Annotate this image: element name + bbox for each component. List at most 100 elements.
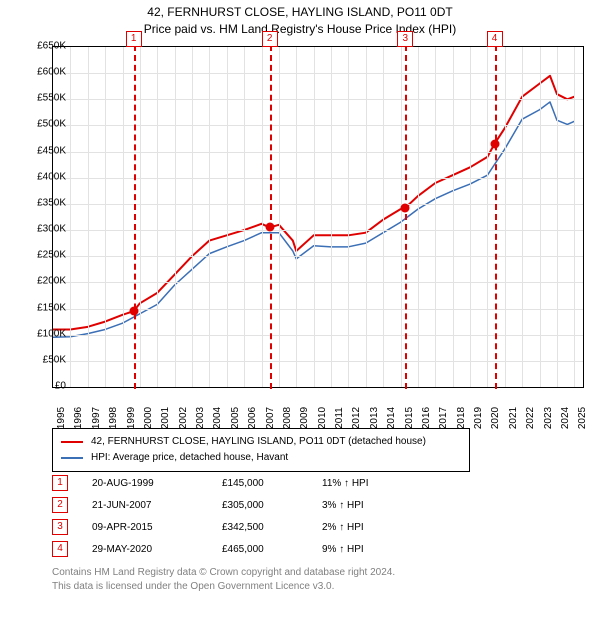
y-axis-label: £0 [55,381,66,392]
gridline-v [540,47,541,387]
gridline-v [522,47,523,387]
y-axis-label: £600K [37,67,66,78]
gridline-v [88,47,89,387]
x-axis-label: 1996 [73,407,84,429]
gridline-v [348,47,349,387]
sales-price: £305,000 [222,500,322,511]
sales-num: 2 [52,497,68,513]
sale-marker-line [495,45,497,389]
gridline-v [383,47,384,387]
sales-pct: 9% ↑ HPI [322,544,422,555]
gridline-v [227,47,228,387]
gridline-v [435,47,436,387]
footer-line-1: Contains HM Land Registry data © Crown c… [52,566,395,580]
gridline-v [175,47,176,387]
sale-dot [129,307,138,316]
x-axis-label: 2005 [230,407,241,429]
sales-num: 4 [52,541,68,557]
gridline-v [470,47,471,387]
legend-swatch-2 [61,457,83,459]
sale-marker-box: 2 [262,31,278,47]
gridline-v [314,47,315,387]
legend: 42, FERNHURST CLOSE, HAYLING ISLAND, PO1… [52,428,470,472]
gridline-v [209,47,210,387]
sales-pct: 3% ↑ HPI [322,500,422,511]
gridline-v [244,47,245,387]
gridline-v [157,47,158,387]
sales-pct: 2% ↑ HPI [322,522,422,533]
gridline-v [140,47,141,387]
sales-pct: 11% ↑ HPI [322,478,422,489]
sales-row: 2 21-JUN-2007£305,0003% ↑ HPI [52,494,422,516]
sales-date: 21-JUN-2007 [92,500,222,511]
y-axis-label: £250K [37,250,66,261]
sales-row: 309-APR-2015£342,5002% ↑ HPI [52,516,422,538]
x-axis-label: 2007 [265,407,276,429]
x-axis-label: 2023 [543,407,554,429]
y-axis-label: £200K [37,276,66,287]
x-axis-label: 2019 [473,407,484,429]
x-axis-label: 2004 [212,407,223,429]
gridline-v [418,47,419,387]
sales-num: 1 [52,475,68,491]
gridline-h [53,125,583,126]
x-axis-label: 2008 [282,407,293,429]
x-axis-label: 2022 [525,407,536,429]
sales-date: 09-APR-2015 [92,522,222,533]
gridline-v [401,47,402,387]
legend-row-2: HPI: Average price, detached house, Hava… [61,450,461,466]
gridline-v [123,47,124,387]
footer-line-2: This data is licensed under the Open Gov… [52,580,395,594]
x-axis-label: 2002 [178,407,189,429]
x-axis-label: 2017 [438,407,449,429]
sale-dot [401,203,410,212]
y-axis-label: £400K [37,171,66,182]
gridline-h [53,230,583,231]
x-axis-label: 2012 [351,407,362,429]
footer: Contains HM Land Registry data © Crown c… [52,566,395,593]
sales-date: 20-AUG-1999 [92,478,222,489]
y-axis-label: £450K [37,145,66,156]
sale-marker-line [405,45,407,389]
y-axis-label: £350K [37,197,66,208]
x-axis-label: 2001 [160,407,171,429]
gridline-h [53,178,583,179]
title-line-2: Price paid vs. HM Land Registry's House … [0,21,600,38]
sale-dot [490,139,499,148]
sale-marker-line [134,45,136,389]
plot-area: 1234 [52,46,584,388]
gridline-v [279,47,280,387]
chart-container: 42, FERNHURST CLOSE, HAYLING ISLAND, PO1… [0,0,600,620]
y-axis-label: £650K [37,41,66,52]
gridline-v [105,47,106,387]
sales-date: 29-MAY-2020 [92,544,222,555]
gridline-h [53,99,583,100]
x-axis-label: 1997 [91,407,102,429]
y-axis-label: £50K [43,354,66,365]
gridline-v [296,47,297,387]
gridline-h [53,282,583,283]
x-axis-label: 1995 [56,407,67,429]
legend-label-1: 42, FERNHURST CLOSE, HAYLING ISLAND, PO1… [91,434,426,450]
gridline-v [453,47,454,387]
x-axis-label: 1998 [108,407,119,429]
title-block: 42, FERNHURST CLOSE, HAYLING ISLAND, PO1… [0,0,600,38]
x-axis-label: 2014 [386,407,397,429]
title-line-1: 42, FERNHURST CLOSE, HAYLING ISLAND, PO1… [0,4,600,21]
y-axis-label: £550K [37,93,66,104]
sales-price: £342,500 [222,522,322,533]
legend-swatch-1 [61,441,83,443]
sale-marker-box: 4 [487,31,503,47]
gridline-v [331,47,332,387]
gridline-v [192,47,193,387]
x-axis-label: 2009 [299,407,310,429]
x-axis-label: 1999 [126,407,137,429]
x-axis-label: 2003 [195,407,206,429]
sale-dot [265,223,274,232]
x-axis-label: 2013 [369,407,380,429]
sale-marker-box: 1 [126,31,142,47]
x-axis-label: 2000 [143,407,154,429]
gridline-v [70,47,71,387]
gridline-h [53,361,583,362]
gridline-v [262,47,263,387]
